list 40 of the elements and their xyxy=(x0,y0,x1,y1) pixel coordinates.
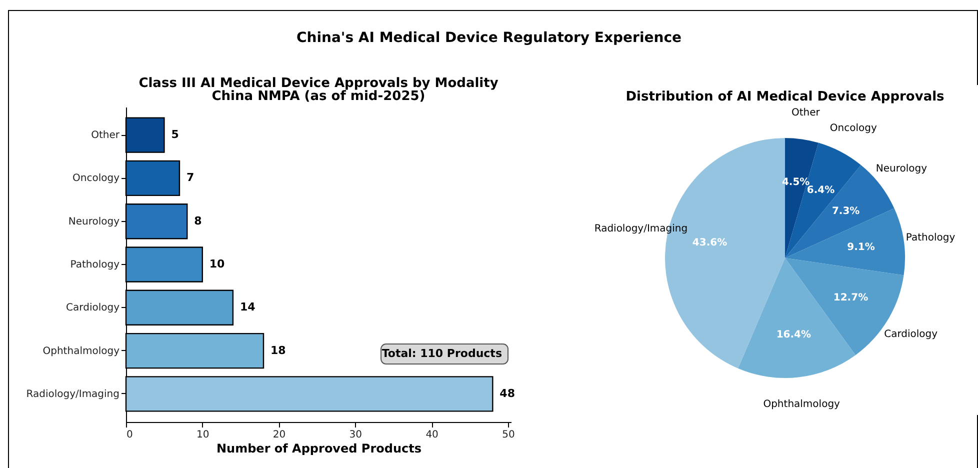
slice-label: Oncology xyxy=(830,122,877,134)
pie-slice xyxy=(785,208,905,276)
chart-subtitle: China NMPA (as of mid-2025) xyxy=(212,89,426,104)
slice-label: Ophthalmology xyxy=(763,399,840,410)
y-tick-label: Pathology xyxy=(70,260,120,270)
slice-label: Pathology xyxy=(906,232,956,244)
data-label: 8 xyxy=(194,214,202,228)
annotation: Total: 110 Products xyxy=(382,347,502,360)
y-tick-label: Oncology xyxy=(72,173,120,184)
y-tick-label: Neurology xyxy=(68,216,120,228)
x-tick-label: 10 xyxy=(196,430,210,440)
data-label: 7 xyxy=(186,171,194,184)
data-label: 5 xyxy=(171,128,179,142)
chart-title: Class III AI Medical Device Approvals by Modality xyxy=(138,76,499,91)
chart-title: Distribution of AI Medical Device Approvals xyxy=(626,89,945,104)
y-tick-label: Other xyxy=(91,130,120,142)
slice-label: Radiology/Imaging xyxy=(594,224,688,235)
data-label: 16.4% xyxy=(776,329,812,340)
y-tick-label: Ophthalmology xyxy=(42,346,120,357)
data-label: 7.3% xyxy=(832,206,860,218)
data-label: 9.1% xyxy=(847,242,875,254)
x-tick-label: 20 xyxy=(272,430,286,440)
x-tick-label: 0 xyxy=(126,430,133,440)
text: China's AI Medical Device Regulatory Experience xyxy=(295,30,683,46)
slice-label: Cardiology xyxy=(884,329,938,340)
x-tick-label: 40 xyxy=(426,430,438,440)
data-label: 10 xyxy=(209,258,226,270)
data-label: 18 xyxy=(270,344,286,357)
y-tick-label: Cardiology xyxy=(66,302,120,314)
data-label: 6.4% xyxy=(806,185,835,196)
data-label: 48 xyxy=(500,386,515,400)
data-label: 14 xyxy=(240,300,256,314)
slice-label: Other xyxy=(792,107,821,118)
x-axis-title: Number of Approved Products xyxy=(216,442,422,456)
x-tick-label: 30 xyxy=(349,430,362,440)
slice-label: Neurology xyxy=(876,163,928,174)
data-label: 12.7% xyxy=(833,292,868,304)
data-label: 43.6% xyxy=(692,238,728,249)
y-tick-label: Radiology/Imaging xyxy=(26,388,120,400)
x-tick-label: 50 xyxy=(502,430,515,440)
